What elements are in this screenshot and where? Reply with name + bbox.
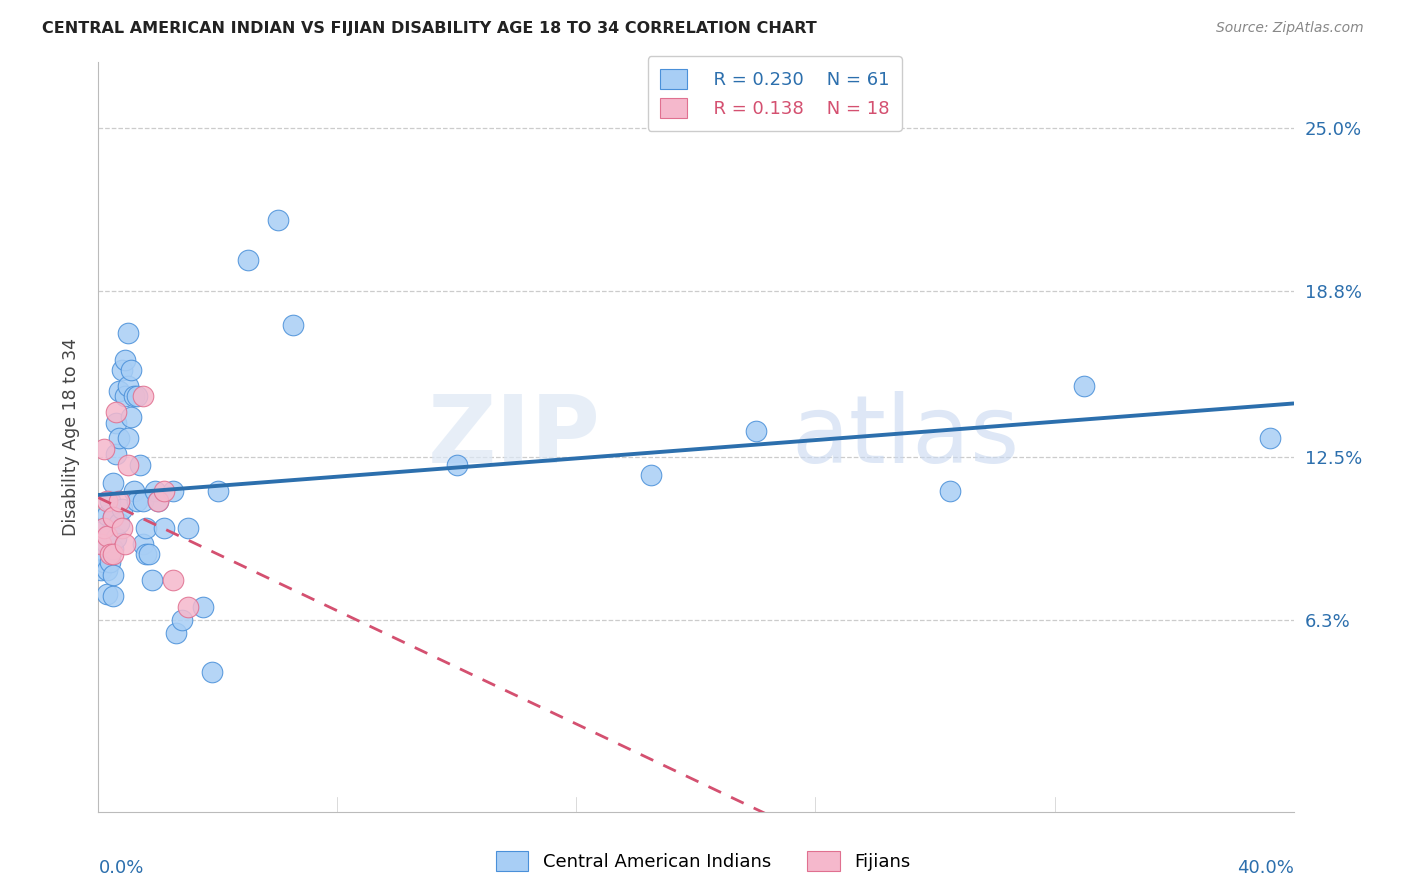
Point (98, 555, 122, 569)
Point (103, 568, 125, 582)
Point (1073, 379, 1095, 393)
Point (148, 494, 170, 508)
Point (117, 431, 139, 445)
Text: CENTRAL AMERICAN INDIAN VS FIJIAN DISABILITY AGE 18 TO 34 CORRELATION CHART: CENTRAL AMERICAN INDIAN VS FIJIAN DISABI… (42, 21, 817, 37)
Point (132, 536, 155, 550)
Point (93, 555, 115, 569)
Point (114, 536, 136, 550)
Point (117, 379, 139, 393)
Point (117, 458, 139, 472)
Point (96, 586, 118, 600)
Point (108, 431, 131, 445)
Point (98, 547, 122, 561)
Point (177, 521, 200, 535)
Point (90, 541, 112, 556)
Point (207, 483, 229, 498)
Point (105, 416, 128, 430)
Point (103, 510, 125, 524)
Point (103, 541, 125, 556)
Point (129, 458, 152, 472)
Point (120, 410, 142, 425)
Point (108, 516, 131, 530)
Point (93, 521, 115, 535)
Text: ZIP: ZIP (427, 391, 600, 483)
Point (267, 213, 290, 227)
Text: Source: ZipAtlas.com: Source: ZipAtlas.com (1216, 21, 1364, 36)
Point (939, 483, 962, 498)
Point (153, 521, 176, 535)
Point (281, 318, 304, 333)
Point (98, 494, 122, 508)
Point (105, 531, 128, 545)
Point (114, 352, 136, 367)
Point (117, 326, 139, 341)
Point (172, 613, 194, 627)
Point (143, 483, 166, 498)
Point (105, 447, 128, 461)
Point (90, 563, 112, 577)
Point (191, 599, 214, 614)
Point (111, 363, 134, 377)
Point (96, 529, 118, 543)
Point (124, 483, 146, 498)
Point (162, 574, 184, 588)
Point (111, 521, 134, 535)
Point (236, 252, 259, 267)
Point (93, 524, 115, 538)
Text: 40.0%: 40.0% (1237, 859, 1294, 877)
Point (165, 626, 187, 640)
Point (124, 389, 146, 403)
Point (96, 536, 118, 550)
Point (177, 599, 200, 614)
Point (640, 468, 662, 483)
Point (108, 494, 131, 508)
Legend: Central American Indians, Fijians: Central American Indians, Fijians (488, 844, 918, 879)
Point (96, 508, 118, 522)
Point (96, 494, 118, 508)
Point (135, 547, 157, 561)
Point (90, 536, 112, 550)
Point (127, 494, 149, 508)
Point (148, 494, 170, 508)
Point (162, 483, 184, 498)
Point (745, 424, 768, 438)
Point (103, 510, 125, 524)
Point (103, 476, 125, 491)
Point (1258, 431, 1281, 445)
Point (141, 574, 163, 588)
Text: 0.0%: 0.0% (98, 859, 143, 877)
Point (111, 502, 134, 516)
Point (132, 494, 155, 508)
Point (103, 547, 125, 561)
Text: atlas: atlas (792, 391, 1019, 483)
Point (153, 483, 176, 498)
Legend:   R = 0.230    N = 61,   R = 0.138    N = 18: R = 0.230 N = 61, R = 0.138 N = 18 (648, 56, 903, 130)
Point (98, 526, 122, 541)
Point (201, 665, 224, 680)
Point (105, 405, 128, 419)
Point (93, 442, 115, 456)
Point (114, 389, 136, 403)
Point (132, 389, 155, 403)
Point (120, 363, 142, 377)
Point (108, 384, 131, 398)
Point (127, 389, 149, 403)
Point (96, 563, 118, 577)
Point (103, 589, 125, 603)
Point (446, 458, 468, 472)
Y-axis label: Disability Age 18 to 34: Disability Age 18 to 34 (62, 338, 80, 536)
Point (135, 521, 157, 535)
Point (138, 547, 160, 561)
